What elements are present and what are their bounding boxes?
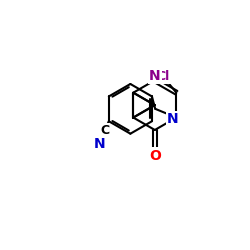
- Text: O: O: [149, 148, 161, 162]
- Text: Cl: Cl: [156, 70, 170, 83]
- Text: N: N: [149, 69, 161, 83]
- Text: C: C: [100, 124, 109, 137]
- Text: N: N: [94, 138, 106, 151]
- Text: N: N: [167, 112, 178, 126]
